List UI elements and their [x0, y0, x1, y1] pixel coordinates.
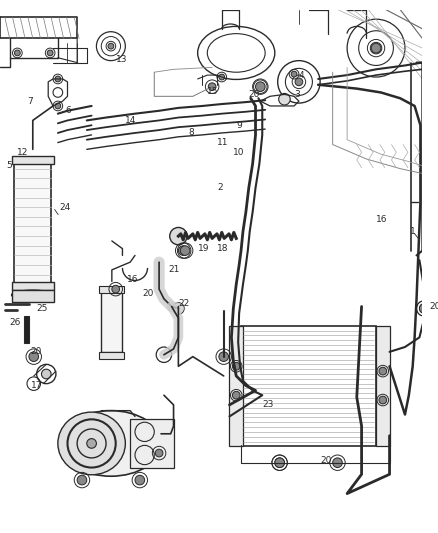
Circle shape	[379, 367, 387, 375]
Text: 22: 22	[178, 299, 190, 308]
Circle shape	[208, 83, 216, 91]
Circle shape	[295, 78, 303, 86]
Circle shape	[257, 83, 264, 91]
Text: 6: 6	[66, 106, 71, 115]
Text: 23: 23	[262, 400, 274, 409]
Text: 19: 19	[198, 244, 209, 253]
Text: 14: 14	[125, 116, 137, 125]
Bar	[99, 286, 124, 293]
Bar	[11, 282, 54, 290]
Circle shape	[170, 228, 187, 245]
Text: 24: 24	[60, 203, 71, 212]
Text: 3: 3	[294, 90, 300, 99]
Bar	[11, 290, 54, 302]
Circle shape	[42, 369, 51, 379]
Circle shape	[155, 449, 163, 457]
Bar	[130, 419, 173, 467]
Text: 21: 21	[169, 265, 180, 274]
Circle shape	[420, 304, 429, 313]
Text: 1: 1	[410, 227, 416, 236]
Text: 20: 20	[320, 456, 332, 465]
Bar	[24, 316, 29, 343]
Text: 9: 9	[236, 121, 242, 130]
Circle shape	[135, 475, 145, 485]
Text: 20: 20	[143, 289, 154, 298]
Circle shape	[77, 475, 87, 485]
Circle shape	[55, 103, 61, 109]
Text: 10: 10	[233, 148, 245, 157]
Circle shape	[219, 352, 229, 361]
Circle shape	[279, 93, 290, 105]
Text: 2: 2	[217, 183, 223, 192]
Text: 20: 20	[31, 348, 42, 357]
Circle shape	[112, 285, 120, 293]
Text: 18: 18	[217, 244, 229, 253]
Text: 15: 15	[207, 87, 219, 96]
Circle shape	[370, 42, 382, 54]
Text: 4: 4	[299, 70, 304, 79]
Text: 16: 16	[127, 275, 139, 284]
Bar	[101, 289, 123, 352]
Ellipse shape	[58, 412, 125, 475]
Circle shape	[420, 304, 429, 313]
Circle shape	[219, 74, 225, 80]
Circle shape	[180, 246, 190, 255]
Circle shape	[47, 50, 53, 56]
Text: 25: 25	[37, 304, 48, 313]
Circle shape	[87, 439, 96, 448]
Ellipse shape	[60, 410, 162, 476]
Circle shape	[55, 76, 61, 82]
Text: 13: 13	[116, 55, 127, 64]
Circle shape	[14, 50, 20, 56]
Circle shape	[29, 352, 39, 361]
Text: 5: 5	[6, 161, 11, 170]
Text: 17: 17	[31, 381, 42, 390]
Ellipse shape	[11, 290, 54, 300]
Circle shape	[275, 458, 284, 467]
Text: 11: 11	[217, 138, 229, 147]
Circle shape	[379, 396, 387, 404]
Text: 20: 20	[429, 302, 438, 311]
Bar	[241, 326, 376, 446]
Bar	[376, 326, 389, 446]
Text: 20: 20	[249, 90, 260, 99]
Circle shape	[255, 82, 265, 92]
Circle shape	[275, 458, 284, 467]
Text: 7: 7	[27, 96, 33, 106]
Bar	[14, 159, 51, 284]
Circle shape	[371, 43, 381, 53]
Text: 12: 12	[18, 148, 29, 157]
Bar	[99, 352, 124, 359]
Text: 26: 26	[10, 318, 21, 327]
Circle shape	[233, 391, 240, 399]
Text: 8: 8	[188, 128, 194, 138]
Circle shape	[233, 362, 240, 370]
Circle shape	[291, 71, 297, 77]
Text: 16: 16	[376, 215, 388, 224]
Bar	[11, 156, 54, 164]
Circle shape	[108, 43, 114, 49]
Circle shape	[332, 458, 343, 467]
Bar	[230, 326, 243, 446]
Circle shape	[178, 246, 188, 255]
